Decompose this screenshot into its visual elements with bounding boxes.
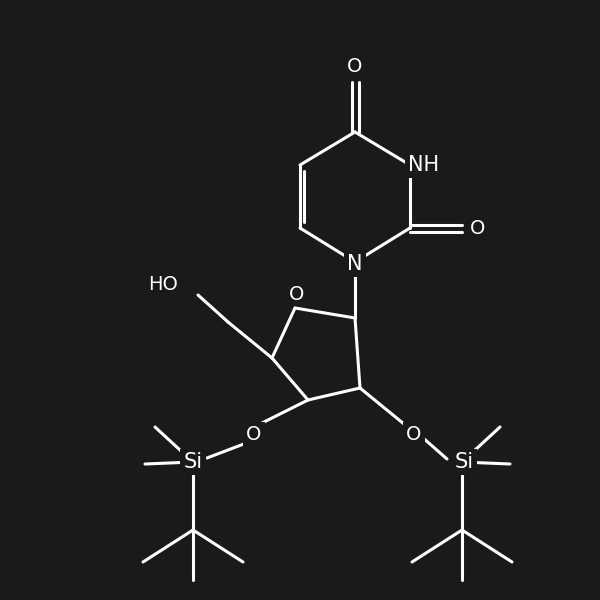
Text: O: O — [406, 425, 422, 443]
Text: Si: Si — [184, 452, 203, 472]
Text: O: O — [347, 56, 362, 76]
Text: O: O — [247, 425, 262, 443]
Text: O: O — [470, 218, 485, 238]
Text: O: O — [289, 284, 305, 304]
Text: Si: Si — [454, 452, 473, 472]
Text: NH: NH — [409, 155, 440, 175]
Text: N: N — [347, 254, 363, 274]
Text: HO: HO — [148, 275, 178, 295]
